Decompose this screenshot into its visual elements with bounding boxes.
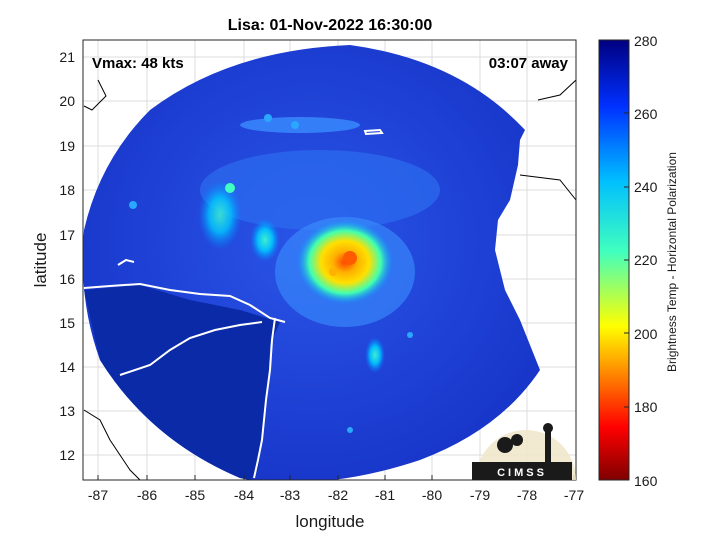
logo-text: CIMSS: [497, 467, 547, 479]
y-tick-label: 20: [59, 93, 75, 109]
rain-band-south: [365, 337, 385, 373]
x-tick-label: -84: [234, 487, 254, 503]
y-tick-labels: 21 20 19 18 17 16 15 14 13 12: [59, 49, 75, 463]
logo-band: [472, 462, 572, 480]
colorbar-tick-marks: [624, 112, 629, 408]
colorbar-tick-label: 200: [634, 326, 658, 342]
plot-border: [82, 39, 577, 481]
outer-band: [200, 150, 440, 230]
x-tick-label: -83: [280, 487, 300, 503]
colorbar-tick-label: 180: [634, 399, 658, 415]
x-tick-labels: -87 -86 -85 -84 -83 -82 -81 -80 -79 -78 …: [88, 487, 584, 503]
y-tick-label: 17: [59, 227, 75, 243]
scatter-cell-2: [129, 201, 137, 209]
north-band: [240, 117, 360, 133]
outer-coastlines: [83, 79, 577, 481]
y-tick-label: 12: [59, 447, 75, 463]
scatter-cell-6: [347, 427, 353, 433]
cimss-logo: CIMSS: [472, 423, 576, 480]
y-tick-label: 19: [59, 138, 75, 154]
x-tick-label: -78: [517, 487, 537, 503]
logo-dish-icon: [497, 437, 513, 453]
x-tick-label: -77: [564, 487, 584, 503]
logo-dish-icon-2: [511, 434, 523, 446]
colorbar-tick-label: 260: [634, 106, 658, 122]
logo-tower-top-icon: [543, 423, 553, 433]
y-axis-label: latitude: [31, 233, 50, 288]
eyewall-hotspot: [343, 251, 357, 265]
spiral-band-inner: [250, 218, 280, 262]
y-tick-label: 13: [59, 403, 75, 419]
x-tick-label: -80: [422, 487, 442, 503]
x-tick-label: -86: [137, 487, 157, 503]
x-axis-label: longitude: [295, 512, 364, 531]
eta-label: 03:07 away: [489, 55, 569, 72]
spiral-band-west: [198, 180, 242, 250]
x-tick-label: -79: [470, 487, 490, 503]
figure-title: Lisa: 01-Nov-2022 16:30:00: [228, 17, 433, 34]
vmax-label: Vmax: 48 kts: [92, 55, 184, 72]
y-tick-label: 16: [59, 271, 75, 287]
land-region: [84, 285, 280, 480]
coastlines: [83, 128, 384, 479]
x-tick-label: -85: [185, 487, 205, 503]
scatter-cell-3: [264, 114, 272, 122]
island-outline: [363, 128, 384, 136]
nicaragua-coast: [253, 317, 276, 479]
colorbar-ticks: 280 260 240 220 200 180 160: [634, 33, 658, 489]
eyewall-hotspot-2: [329, 268, 337, 276]
swath: [83, 45, 540, 480]
x-tick-label: -81: [375, 487, 395, 503]
colorbar-label: Brightness Temp - Horizontal Polarizatio…: [665, 152, 679, 372]
gulf-fonseca-border: [119, 321, 263, 376]
y-tick-label: 14: [59, 359, 75, 375]
colorbar-tick-label: 220: [634, 252, 658, 268]
y-tick-label: 15: [59, 315, 75, 331]
bay-islands: [117, 258, 135, 266]
honduras-coast: [83, 282, 286, 323]
y-tick-label: 21: [59, 49, 75, 65]
logo-tower-icon: [545, 430, 551, 462]
scatter-cell-5: [407, 332, 413, 338]
scatter-cell-1: [225, 183, 235, 193]
y-tick-label: 18: [59, 182, 75, 198]
x-tick-label: -82: [328, 487, 348, 503]
colorbar-tick-label: 280: [634, 33, 658, 49]
scatter-cell-4: [291, 121, 299, 129]
x-tick-label: -87: [88, 487, 108, 503]
colorbar-tick-label: 240: [634, 179, 658, 195]
colorbar-tick-label: 160: [634, 473, 658, 489]
